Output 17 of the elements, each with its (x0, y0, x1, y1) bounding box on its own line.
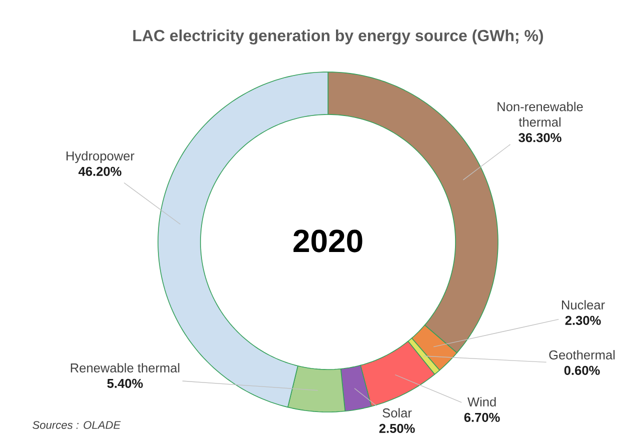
data-label: 2.30% (565, 316, 601, 325)
data-label: 46.20% (78, 166, 122, 176)
data-label: 6.70% (464, 412, 500, 422)
slice-label: Hydropower (66, 151, 134, 164)
chart-title: LAC electricity generation by energy source (GWh; %) (133, 30, 544, 44)
slice-label: Renewable thermal (70, 363, 180, 372)
slice-label: Geothermal (549, 350, 615, 360)
data-label: 2.50% (379, 424, 415, 433)
data-label: 0.60% (564, 366, 600, 375)
slice-label: Wind (467, 397, 496, 406)
slice-label: Solar (382, 408, 412, 418)
text: 2020 (294, 230, 362, 252)
data-label: 5.40% (107, 378, 143, 388)
slice-label: Non-renewable thermal (498, 102, 583, 127)
slice-label: Nuclear (562, 300, 605, 310)
source-note: Sources : OLADE (32, 421, 121, 429)
data-label: 36.30% (518, 133, 562, 142)
